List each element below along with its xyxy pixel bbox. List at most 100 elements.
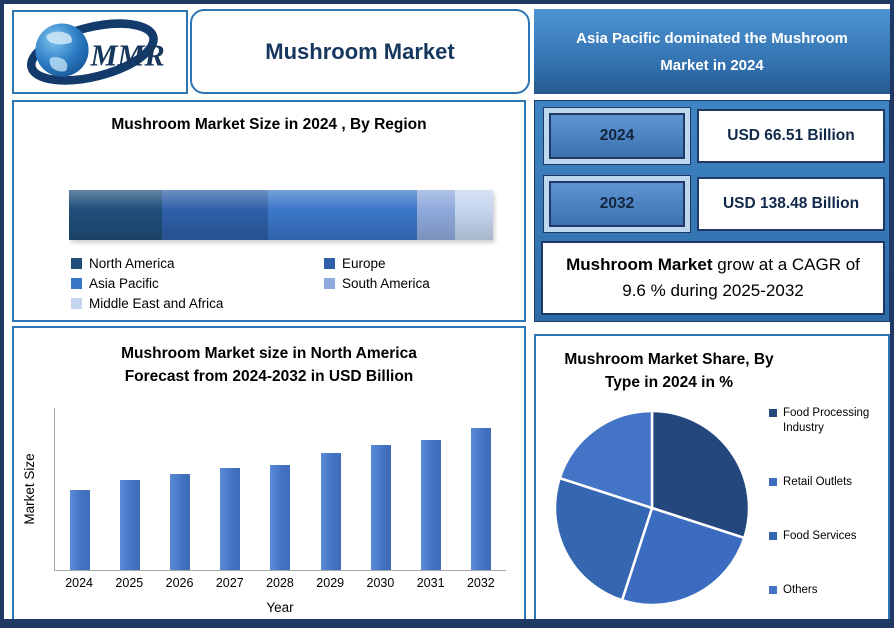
stacked-segment-europe xyxy=(162,190,269,240)
year-badge-frame: 2024 xyxy=(543,107,691,165)
x-tick: 2031 xyxy=(416,576,445,590)
legend-label: Others xyxy=(783,584,818,597)
bar-2027 xyxy=(220,467,241,570)
x-axis-label: Year xyxy=(266,600,294,615)
x-tick: 2032 xyxy=(466,576,495,590)
legend-swatch xyxy=(71,278,82,289)
legend-swatch xyxy=(769,532,777,540)
bar-2024 xyxy=(70,490,91,570)
legend-item: Food Services xyxy=(769,529,887,544)
logo-box: MMR xyxy=(12,10,188,94)
legend-label: Retail Outlets xyxy=(783,475,853,488)
stacked-segment-middle-east-and-africa xyxy=(454,190,493,240)
forecast-chart-title: Mushroom Market size in North America Fo… xyxy=(121,345,417,386)
pie-slice-food-services xyxy=(553,476,654,602)
x-tick: 2026 xyxy=(165,576,194,590)
legend-item: North America xyxy=(71,254,324,273)
main-title-box: Mushroom Market xyxy=(190,9,530,94)
bar-column xyxy=(155,408,205,570)
value-box-2032: USD 138.48 Billion xyxy=(697,177,885,231)
year-badge-frame: 2032 xyxy=(543,175,691,233)
legend-swatch xyxy=(769,477,777,486)
forecast-bars xyxy=(55,408,506,570)
legend-swatch xyxy=(769,586,777,595)
share-legend: Food Processing Industry Retail Outlets Fo… xyxy=(769,406,887,598)
x-tick: 2024 xyxy=(65,576,94,590)
x-tick: 2028 xyxy=(266,576,294,590)
legend-item: Retail Outlets xyxy=(769,475,887,490)
region-chart-title: Mushroom Market Size in 2024 , By Region xyxy=(111,116,427,133)
stacked-segment-south-america xyxy=(416,190,455,240)
legend-item: Europe xyxy=(324,254,503,273)
legend-swatch xyxy=(769,409,777,417)
legend-item: Others xyxy=(769,583,887,598)
value-text: USD 138.48 Billion xyxy=(722,195,860,212)
pie-slice-food-processing-industry xyxy=(650,409,751,540)
share-panel: Mushroom Market Share, By Type in 2024 i… xyxy=(534,334,890,619)
bar-column xyxy=(456,408,506,570)
legend-label: Asia Pacific xyxy=(89,276,159,291)
value-text: USD 66.51 Billion xyxy=(727,127,855,144)
legend-item: Middle East and Africa xyxy=(71,294,324,313)
bar-column xyxy=(105,408,155,570)
legend-label: Europe xyxy=(342,256,386,271)
bar-2025 xyxy=(120,479,141,570)
globe-continent xyxy=(49,57,68,72)
bar-column xyxy=(205,408,255,570)
legend-label: South America xyxy=(342,276,430,291)
banner-text: Asia Pacific dominated the Mushroom Mark… xyxy=(576,29,848,74)
pie-slice-retail-outlets xyxy=(620,506,746,607)
region-panel: Mushroom Market Size in 2024 , By Region… xyxy=(12,100,526,322)
plot-area xyxy=(54,408,506,571)
year-badge-2032: 2032 xyxy=(549,181,685,227)
bar-2026 xyxy=(170,473,191,570)
share-pie xyxy=(553,409,751,607)
orbit-swoosh-icon xyxy=(26,19,158,85)
region-stacked-bar xyxy=(69,190,493,240)
bar-2031 xyxy=(420,440,441,570)
mmr-logo: MMR xyxy=(26,19,165,85)
legend-label: Food Processing Industry xyxy=(783,407,870,434)
page-title: Mushroom Market xyxy=(265,38,455,64)
x-tick: 2029 xyxy=(316,576,345,590)
bar-column xyxy=(55,408,105,570)
bar-column xyxy=(255,408,305,570)
bar-column xyxy=(406,408,456,570)
cagr-box: Mushroom Market grow at a CAGR of 9.6 % … xyxy=(541,241,885,315)
legend-item: Asia Pacific xyxy=(71,274,324,293)
cagr-text: Mushroom Market grow at a CAGR of 9.6 % … xyxy=(563,252,863,305)
region-legend: North America Europe Asia Pacific South Ame… xyxy=(71,254,503,313)
x-tick: 2025 xyxy=(115,576,144,590)
stacked-segment-asia-pacific xyxy=(268,190,417,240)
logo-text: MMR xyxy=(90,38,165,72)
x-tick: 2030 xyxy=(366,576,395,590)
forecast-xticks: 2024 2025 2026 2027 2028 2029 2030 2031 2032 xyxy=(54,576,506,590)
legend-item: Food Processing Industry xyxy=(769,406,887,436)
stacked-segment-north-america xyxy=(69,190,163,240)
share-chart-title: Mushroom Market Share, By Type in 2024 i… xyxy=(564,351,774,392)
legend-label: Food Services xyxy=(783,530,857,542)
y-axis-label: Market Size xyxy=(22,453,37,525)
bar-2029 xyxy=(320,452,341,570)
year-badge-2024: 2024 xyxy=(549,113,685,159)
legend-swatch xyxy=(71,298,82,309)
forecast-panel: Mushroom Market size in North America Fo… xyxy=(12,326,526,619)
legend-swatch xyxy=(324,258,335,269)
legend-swatch xyxy=(71,258,82,269)
cagr-rest: grow at a CAGR of 9.6 % during 2025-2032 xyxy=(622,254,860,300)
value-box-2024: USD 66.51 Billion xyxy=(697,109,885,163)
banner: Asia Pacific dominated the Mushroom Mark… xyxy=(534,9,890,94)
bar-2032 xyxy=(470,428,491,570)
globe-continent xyxy=(46,31,72,45)
stats-panel: 2024 USD 66.51 Billion 2032 USD 138.48 B… xyxy=(534,100,890,322)
bar-2028 xyxy=(270,464,291,570)
cagr-highlight: Mushroom Market xyxy=(566,254,713,274)
legend-label: North America xyxy=(89,256,175,271)
legend-swatch xyxy=(324,278,335,289)
legend-label: Middle East and Africa xyxy=(89,296,224,311)
bar-column xyxy=(306,408,356,570)
bar-column xyxy=(356,408,406,570)
legend-item: South America xyxy=(324,274,503,293)
bar-2030 xyxy=(370,445,391,570)
